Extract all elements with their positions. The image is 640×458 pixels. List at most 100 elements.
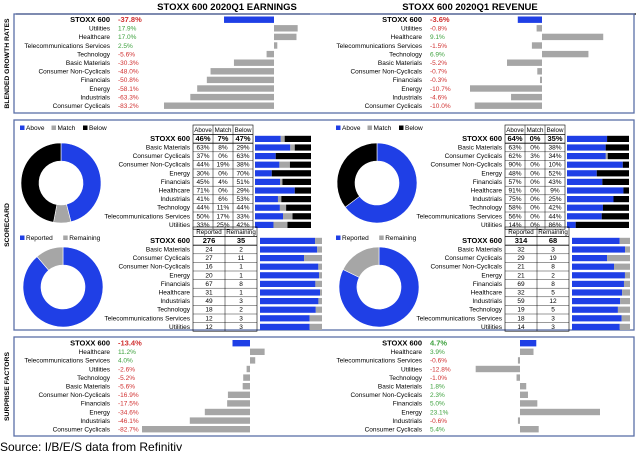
stack-utilities-above xyxy=(255,221,274,228)
column-header-match: Match xyxy=(527,127,544,134)
category-label-energy: Energy xyxy=(89,409,110,416)
cell-industrials-match: 0% xyxy=(530,196,540,203)
row-label-healthcare: Healthcare xyxy=(471,188,503,195)
legend-label-reported: Reported xyxy=(342,235,369,242)
stack-consumer-cyclicals-above xyxy=(567,153,606,160)
cell-consumer-non-cyclicals-reported: 21 xyxy=(517,264,525,271)
stack-stoxx-600-reported xyxy=(260,237,316,244)
slice-remaining xyxy=(342,246,380,278)
category-label-healthcare: Healthcare xyxy=(79,34,111,41)
category-label-technology: Technology xyxy=(389,375,423,382)
bar-utilities xyxy=(246,365,250,373)
value-label-telecommunications-services: -0.6% xyxy=(430,358,447,365)
value-label-technology: 6.9% xyxy=(430,51,445,58)
category-label-basic-materials: Basic Materials xyxy=(378,60,423,67)
cell-healthcare-reported: 32 xyxy=(517,290,525,297)
row-label-industrials: Industrials xyxy=(472,196,502,203)
stack-consumer-cyclicals-reported xyxy=(260,255,305,262)
stack-technology-reported xyxy=(572,306,618,313)
bar-consumer-cyclicals xyxy=(520,426,539,433)
cell-energy-reported: 21 xyxy=(517,272,525,279)
stack-consumer-non-cyclicals-above xyxy=(255,161,280,168)
bar-telecommunications-services xyxy=(274,42,278,49)
value-label-utilities: 17.9% xyxy=(118,26,137,33)
cell-energy-match: 0% xyxy=(218,170,228,177)
row-label-telecommunications-services: Telecommunications Services xyxy=(416,315,502,322)
value-label-stoxx-600: -37.8% xyxy=(118,15,142,24)
stack-telecommunications-services-above xyxy=(567,213,602,220)
category-label-utilities: Utilities xyxy=(89,26,111,33)
value-label-consumer-non-cyclicals: 2.3% xyxy=(430,392,445,399)
column-header-below: Below xyxy=(547,127,564,134)
stack-utilities-match xyxy=(273,221,288,228)
row-label-consumer-cyclicals: Consumer Cyclicals xyxy=(133,153,191,160)
stack-consumer-cyclicals-match xyxy=(605,153,608,160)
bar-stoxx-600 xyxy=(517,16,542,23)
bar-consumer-non-cyclicals xyxy=(210,68,274,75)
bar-basic-materials xyxy=(242,383,250,390)
cell-utilities-above: 33% xyxy=(196,222,209,229)
stack-basic-materials-reported xyxy=(260,246,318,253)
legend-label-remaining: Remaining xyxy=(385,235,416,242)
bar-consumer-non-cyclicals xyxy=(227,391,250,398)
category-label-consumer-cyclicals: Consumer Cyclicals xyxy=(53,103,111,110)
value-label-telecommunications-services: -1.5% xyxy=(430,43,447,50)
stack-stoxx-600-reported xyxy=(572,237,620,244)
row-label-energy: Energy xyxy=(169,170,190,177)
stack-healthcare-reported xyxy=(572,289,623,296)
bar-basic-materials xyxy=(233,59,274,66)
cell-telecommunications-services-remaining: 3 xyxy=(551,315,555,322)
cell-energy-above: 30% xyxy=(196,170,209,177)
cell-financials-above: 57% xyxy=(508,179,521,186)
stack-utilities-above xyxy=(567,221,576,228)
bar-consumer-non-cyclicals xyxy=(537,68,542,75)
stack-financials-remaining xyxy=(315,280,322,287)
row-label-technology: Technology xyxy=(469,205,503,212)
cell-industrials-above: 75% xyxy=(508,196,521,203)
dashboard-canvas: STOXX 600 2020Q1 EARNINGS STOXX 600 2020Q… xyxy=(4,2,636,437)
stack-industrials-reported xyxy=(572,298,621,305)
value-label-utilities: -12.8% xyxy=(430,366,451,373)
cell-consumer-non-cyclicals-above: 44% xyxy=(196,162,209,169)
cell-energy-above: 48% xyxy=(508,170,521,177)
bar-stoxx-600 xyxy=(224,16,274,23)
stack-stoxx-600-match xyxy=(280,135,285,142)
stack-utilities-remaining xyxy=(309,323,322,330)
stack-industrials-above xyxy=(567,196,614,203)
cell-telecommunications-services-reported: 18 xyxy=(517,315,525,322)
cell-utilities-remaining: 3 xyxy=(239,324,243,331)
legend-label-above: Above xyxy=(342,125,361,132)
category-label-telecommunications-services: Telecommunications Services xyxy=(24,358,110,365)
row-label-utilities: Utilities xyxy=(169,222,191,229)
cell-basic-materials-remaining: 3 xyxy=(551,247,555,254)
stack-basic-materials-remaining xyxy=(317,246,322,253)
cell-healthcare-below: 29% xyxy=(236,188,249,195)
value-label-energy: 23.1% xyxy=(430,409,449,416)
value-label-basic-materials: 1.8% xyxy=(430,384,445,391)
cell-consumer-non-cyclicals-above: 90% xyxy=(508,162,521,169)
section-frame-1 xyxy=(13,13,635,114)
value-label-financials: -50.8% xyxy=(118,77,139,84)
bar-healthcare xyxy=(250,348,265,355)
bar-financials xyxy=(227,400,250,407)
bar-energy xyxy=(197,85,274,92)
stack-healthcare-above xyxy=(567,187,624,194)
cell-technology-below: 44% xyxy=(236,205,249,212)
cell-stoxx-600-match: 7% xyxy=(218,134,229,143)
bar-consumer-cyclicals xyxy=(142,426,250,433)
row-label-consumer-non-cyclicals: Consumer Non-Cyclicals xyxy=(430,162,502,169)
cell-industrials-below: 53% xyxy=(236,196,249,203)
cell-utilities-remaining: 3 xyxy=(551,324,555,331)
stack-utilities-reported xyxy=(260,323,310,330)
bar-technology xyxy=(516,374,520,381)
category-label-basic-materials: Basic Materials xyxy=(66,60,111,67)
stack-utilities-below xyxy=(287,221,311,228)
category-label-financials: Financials xyxy=(81,401,111,408)
stack-consumer-cyclicals-reported xyxy=(572,255,608,262)
value-label-technology: -5.6% xyxy=(118,51,135,58)
bar-consumer-non-cyclicals xyxy=(520,391,528,398)
cell-consumer-non-cyclicals-below: 10% xyxy=(548,162,561,169)
value-label-healthcare: 9.1% xyxy=(430,34,445,41)
stack-basic-materials-below xyxy=(294,144,311,151)
stack-telecommunications-services-match xyxy=(283,213,293,220)
